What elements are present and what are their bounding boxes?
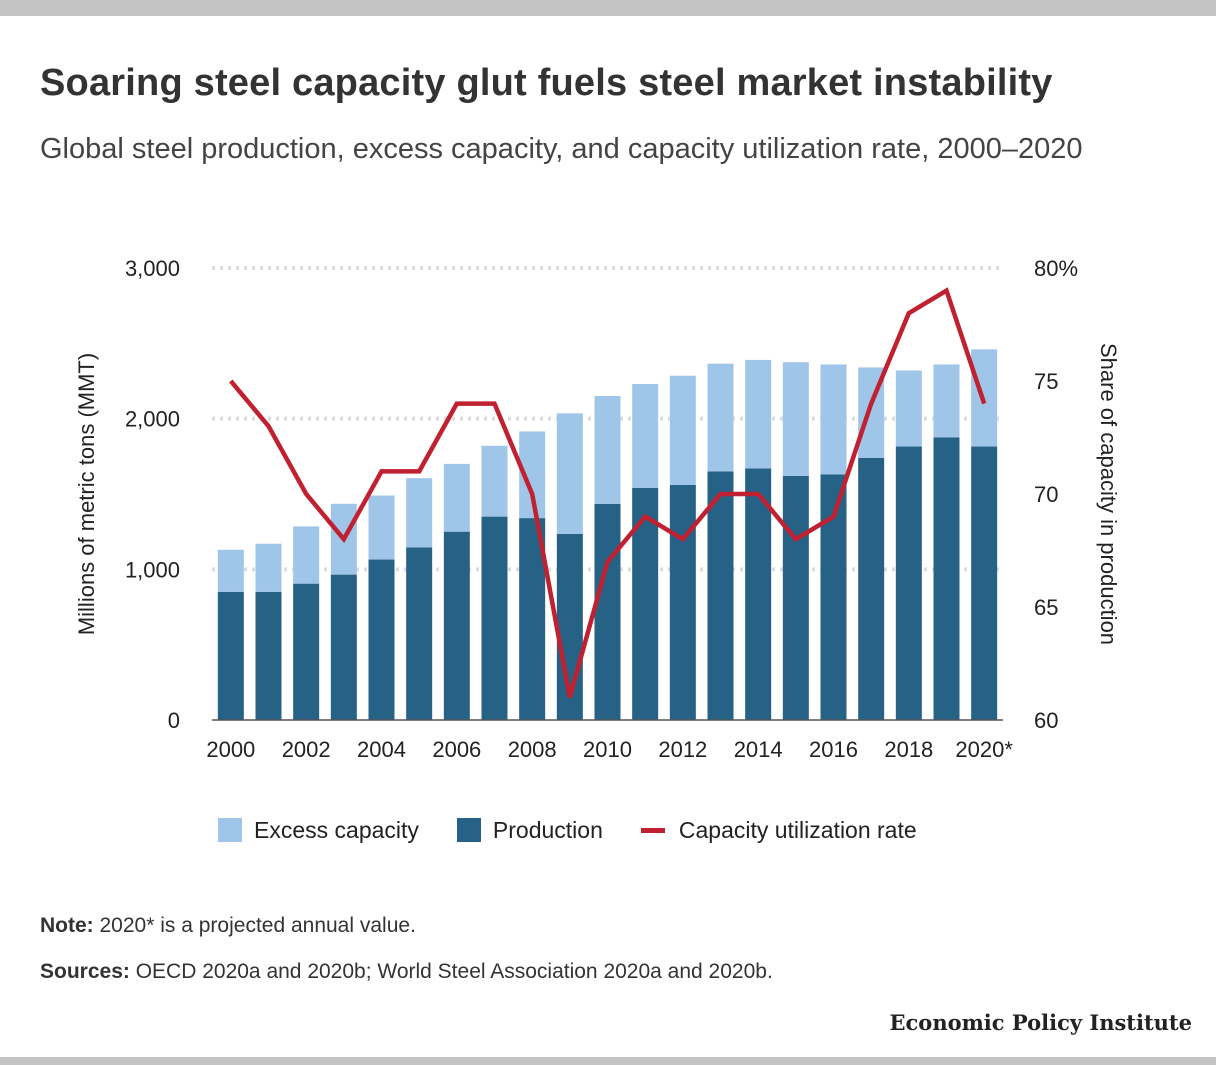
production-bar — [895, 446, 922, 720]
note: Note: 2020* is a projected annual value. — [40, 914, 416, 938]
excess-bar — [895, 370, 922, 447]
production-bar — [782, 475, 809, 720]
production-bar — [368, 559, 395, 720]
y2-tick-label: 60 — [1034, 708, 1058, 733]
production-bar — [858, 457, 885, 720]
excess-bar — [820, 364, 847, 475]
note-label: Note: — [40, 914, 94, 937]
excess-bar — [782, 362, 809, 476]
excess-bar — [632, 384, 659, 488]
x-tick-label: 2006 — [432, 737, 481, 762]
production-bar — [594, 503, 621, 720]
x-tick-label: 2012 — [658, 737, 707, 762]
sources-text: OECD 2020a and 2020b; World Steel Associ… — [129, 960, 773, 983]
production-bar — [669, 484, 696, 720]
y2-tick-label: 70 — [1034, 482, 1058, 507]
excess-bar — [443, 463, 470, 532]
x-tick-label: 2020* — [955, 737, 1013, 762]
utilization-swatch — [640, 827, 665, 833]
utilization-line — [229, 287, 987, 699]
x-tick-label: 2014 — [734, 737, 783, 762]
y-tick-label: 1,000 — [125, 557, 180, 582]
steel-chart: 0 1,000 2,000 3,000 60 65 70 75 80% 2000 2002 2004 2… — [74, 256, 1121, 762]
legend-label-excess: Excess capacity — [254, 816, 419, 843]
legend: Excess capacity Production Capacity util… — [218, 812, 955, 848]
production-bar — [707, 471, 734, 720]
excess-bar — [594, 396, 621, 504]
production-bar — [217, 591, 244, 720]
x-tick-label: 2018 — [884, 737, 933, 762]
y-tick-label: 0 — [168, 708, 180, 733]
production-bar — [745, 468, 772, 720]
y-tick-label: 3,000 — [125, 256, 180, 281]
x-tick-label: 2008 — [508, 737, 557, 762]
production-bar — [443, 531, 470, 720]
excess-bar — [368, 495, 395, 560]
production-swatch — [456, 818, 481, 842]
x-tick-label: 2016 — [809, 737, 858, 762]
excess-bar — [255, 543, 282, 592]
bars — [217, 349, 998, 720]
bottom-border — [0, 1057, 1216, 1065]
y-axis-label: Millions of metric tons (MMT) — [74, 353, 99, 635]
production-bar — [330, 574, 357, 720]
sources: Sources: OECD 2020a and 2020b; World Ste… — [40, 960, 773, 984]
x-tick-label: 2002 — [282, 737, 331, 762]
top-border — [0, 0, 1216, 16]
production-bar — [406, 547, 433, 720]
chart-title: Soaring steel capacity glut fuels steel … — [40, 62, 1053, 104]
production-bar — [971, 446, 998, 720]
y2-tick-label: 80% — [1034, 256, 1078, 281]
legend-item-utilization: Capacity utilization rate — [640, 816, 917, 844]
production-bar — [933, 437, 960, 720]
sources-label: Sources: — [40, 960, 130, 983]
production-bar — [255, 591, 282, 720]
note-text: 2020* is a projected annual value. — [93, 914, 416, 937]
excess-bar — [745, 359, 772, 469]
production-bar — [481, 516, 508, 720]
y2-axis-label: Share of capacity in production — [1096, 343, 1121, 645]
excess-bar — [707, 363, 734, 472]
excess-bar — [481, 445, 508, 517]
x-tick-label: 2004 — [357, 737, 406, 762]
excess-bar — [669, 375, 696, 485]
axes: 0 1,000 2,000 3,000 60 65 70 75 80% 2000 2002 2004 2… — [125, 256, 1078, 762]
excess-bar — [406, 478, 433, 548]
y2-tick-label: 65 — [1034, 595, 1058, 620]
publisher-logo: Economic Policy Institute — [889, 1010, 1192, 1035]
production-bar — [293, 583, 320, 720]
excess-bar — [293, 526, 320, 584]
utilization-series-line — [229, 287, 987, 699]
chart-subtitle: Global steel production, excess capacity… — [40, 133, 1083, 165]
legend-item-production: Production — [456, 816, 603, 844]
legend-label-utilization: Capacity utilization rate — [678, 816, 917, 843]
excess-swatch — [218, 818, 242, 842]
y-tick-label: 2,000 — [125, 407, 180, 432]
legend-item-excess: Excess capacity — [218, 817, 419, 844]
excess-bar — [217, 549, 244, 592]
legend-label-production: Production — [492, 816, 603, 843]
x-tick-label: 2000 — [206, 737, 255, 762]
excess-bar — [556, 413, 583, 534]
x-tick-label: 2010 — [583, 737, 632, 762]
excess-bar — [933, 364, 960, 438]
y2-tick-label: 75 — [1034, 369, 1058, 394]
